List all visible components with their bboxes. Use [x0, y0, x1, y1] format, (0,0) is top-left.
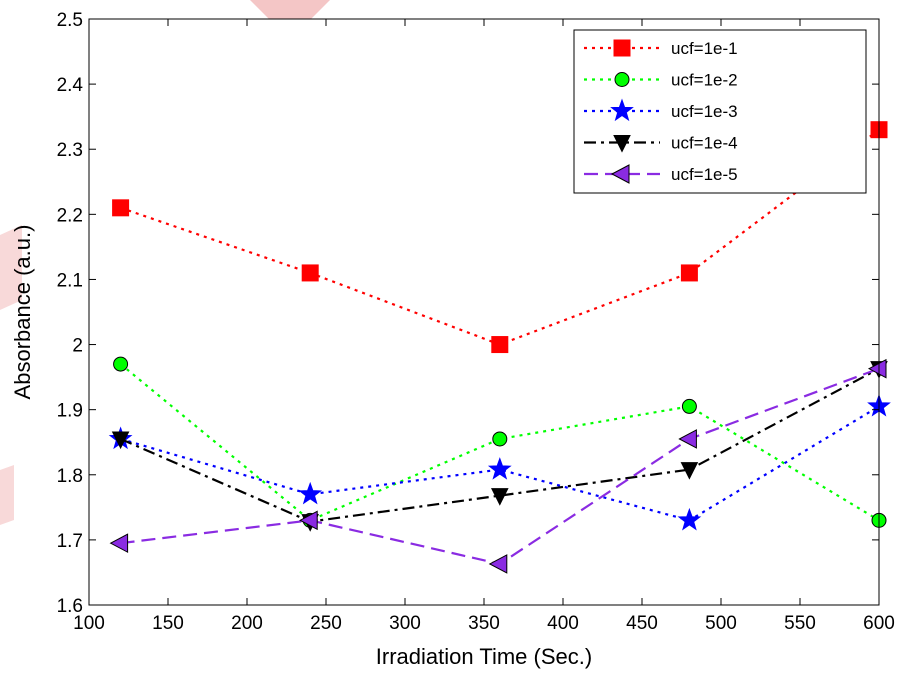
- data-point: [488, 554, 508, 574]
- data-point: [109, 533, 129, 553]
- series-1: [112, 121, 888, 354]
- x-tick-label: 300: [389, 613, 421, 634]
- legend-item: ucf=1e-5: [584, 164, 738, 184]
- y-tick-label: 1.8: [57, 466, 83, 487]
- data-point: [491, 336, 509, 354]
- legend-marker: [610, 98, 634, 122]
- legend-label: ucf=1e-2: [671, 71, 738, 90]
- data-point: [678, 429, 697, 449]
- data-point: [299, 510, 318, 531]
- x-tick-label: 200: [231, 613, 263, 634]
- y-tick-label: 2.3: [57, 140, 83, 161]
- data-point: [112, 199, 130, 217]
- y-tick-label: 2: [72, 336, 83, 357]
- legend-item: ucf=1e-3: [584, 98, 738, 122]
- series-layer: [108, 121, 891, 574]
- x-axis-title: Irradiation Time (Sec.): [376, 644, 592, 669]
- data-point: [680, 462, 699, 480]
- x-tick-label: 400: [547, 613, 579, 634]
- data-point: [490, 488, 509, 506]
- series-5: [109, 358, 887, 574]
- legend: ucf=1e-1 ucf=1e-2 ucf=1e-3 ucf=1e-4 ucf=1e-5: [573, 29, 867, 194]
- y-tick-label: 2.1: [57, 270, 83, 291]
- y-tick-label: 1.9: [57, 401, 83, 422]
- x-tick-label: 450: [626, 613, 658, 634]
- ticks-layer: 100 150 200 250 300 350 400 450 500 550 600 1.6 1.7 1…: [57, 10, 895, 634]
- watermark-shape: [0, 225, 22, 310]
- x-tick-label: 150: [152, 613, 184, 634]
- legend-marker: [613, 39, 631, 57]
- legend-item: ucf=1e-2: [584, 71, 738, 90]
- data-point: [867, 358, 887, 379]
- legend-marker: [614, 72, 630, 87]
- legend-item: ucf=1e-4: [584, 134, 738, 153]
- data-point: [487, 457, 512, 480]
- watermark-shape: [0, 465, 14, 525]
- x-tick-label: 500: [705, 613, 737, 634]
- data-point: [113, 356, 129, 372]
- data-point: [298, 481, 323, 505]
- y-tick-label: 1.6: [57, 596, 83, 617]
- x-tick-label: 250: [310, 613, 342, 634]
- y-axis-title: Absorbance (a.u.): [10, 225, 35, 400]
- legend-label: ucf=1e-3: [671, 102, 738, 121]
- x-tick-label: 600: [863, 613, 895, 634]
- y-tick-label: 2.4: [57, 75, 84, 96]
- data-point: [677, 507, 702, 531]
- legend-label: ucf=1e-5: [671, 165, 738, 184]
- legend-label: ucf=1e-4: [671, 134, 738, 153]
- legend-label: ucf=1e-1: [671, 39, 738, 58]
- series-line: [120, 367, 880, 523]
- legend-items: ucf=1e-1 ucf=1e-2 ucf=1e-3 ucf=1e-4 ucf=1e-5: [584, 39, 738, 184]
- y-tick-label: 2.5: [57, 10, 83, 31]
- data-point: [301, 264, 319, 282]
- y-tick-label: 1.7: [57, 531, 83, 552]
- data-point: [111, 431, 130, 450]
- series-line: [120, 405, 880, 522]
- x-tick-label: 100: [73, 613, 105, 634]
- y-tick-label: 2.2: [57, 205, 83, 226]
- data-point: [681, 398, 697, 414]
- legend-item: ucf=1e-1: [584, 39, 738, 58]
- data-point: [492, 431, 508, 447]
- legend-marker: [610, 164, 630, 184]
- legend-marker: [613, 135, 631, 153]
- data-point: [680, 264, 698, 282]
- x-tick-label: 550: [784, 613, 816, 634]
- x-tick-label: 350: [468, 613, 500, 634]
